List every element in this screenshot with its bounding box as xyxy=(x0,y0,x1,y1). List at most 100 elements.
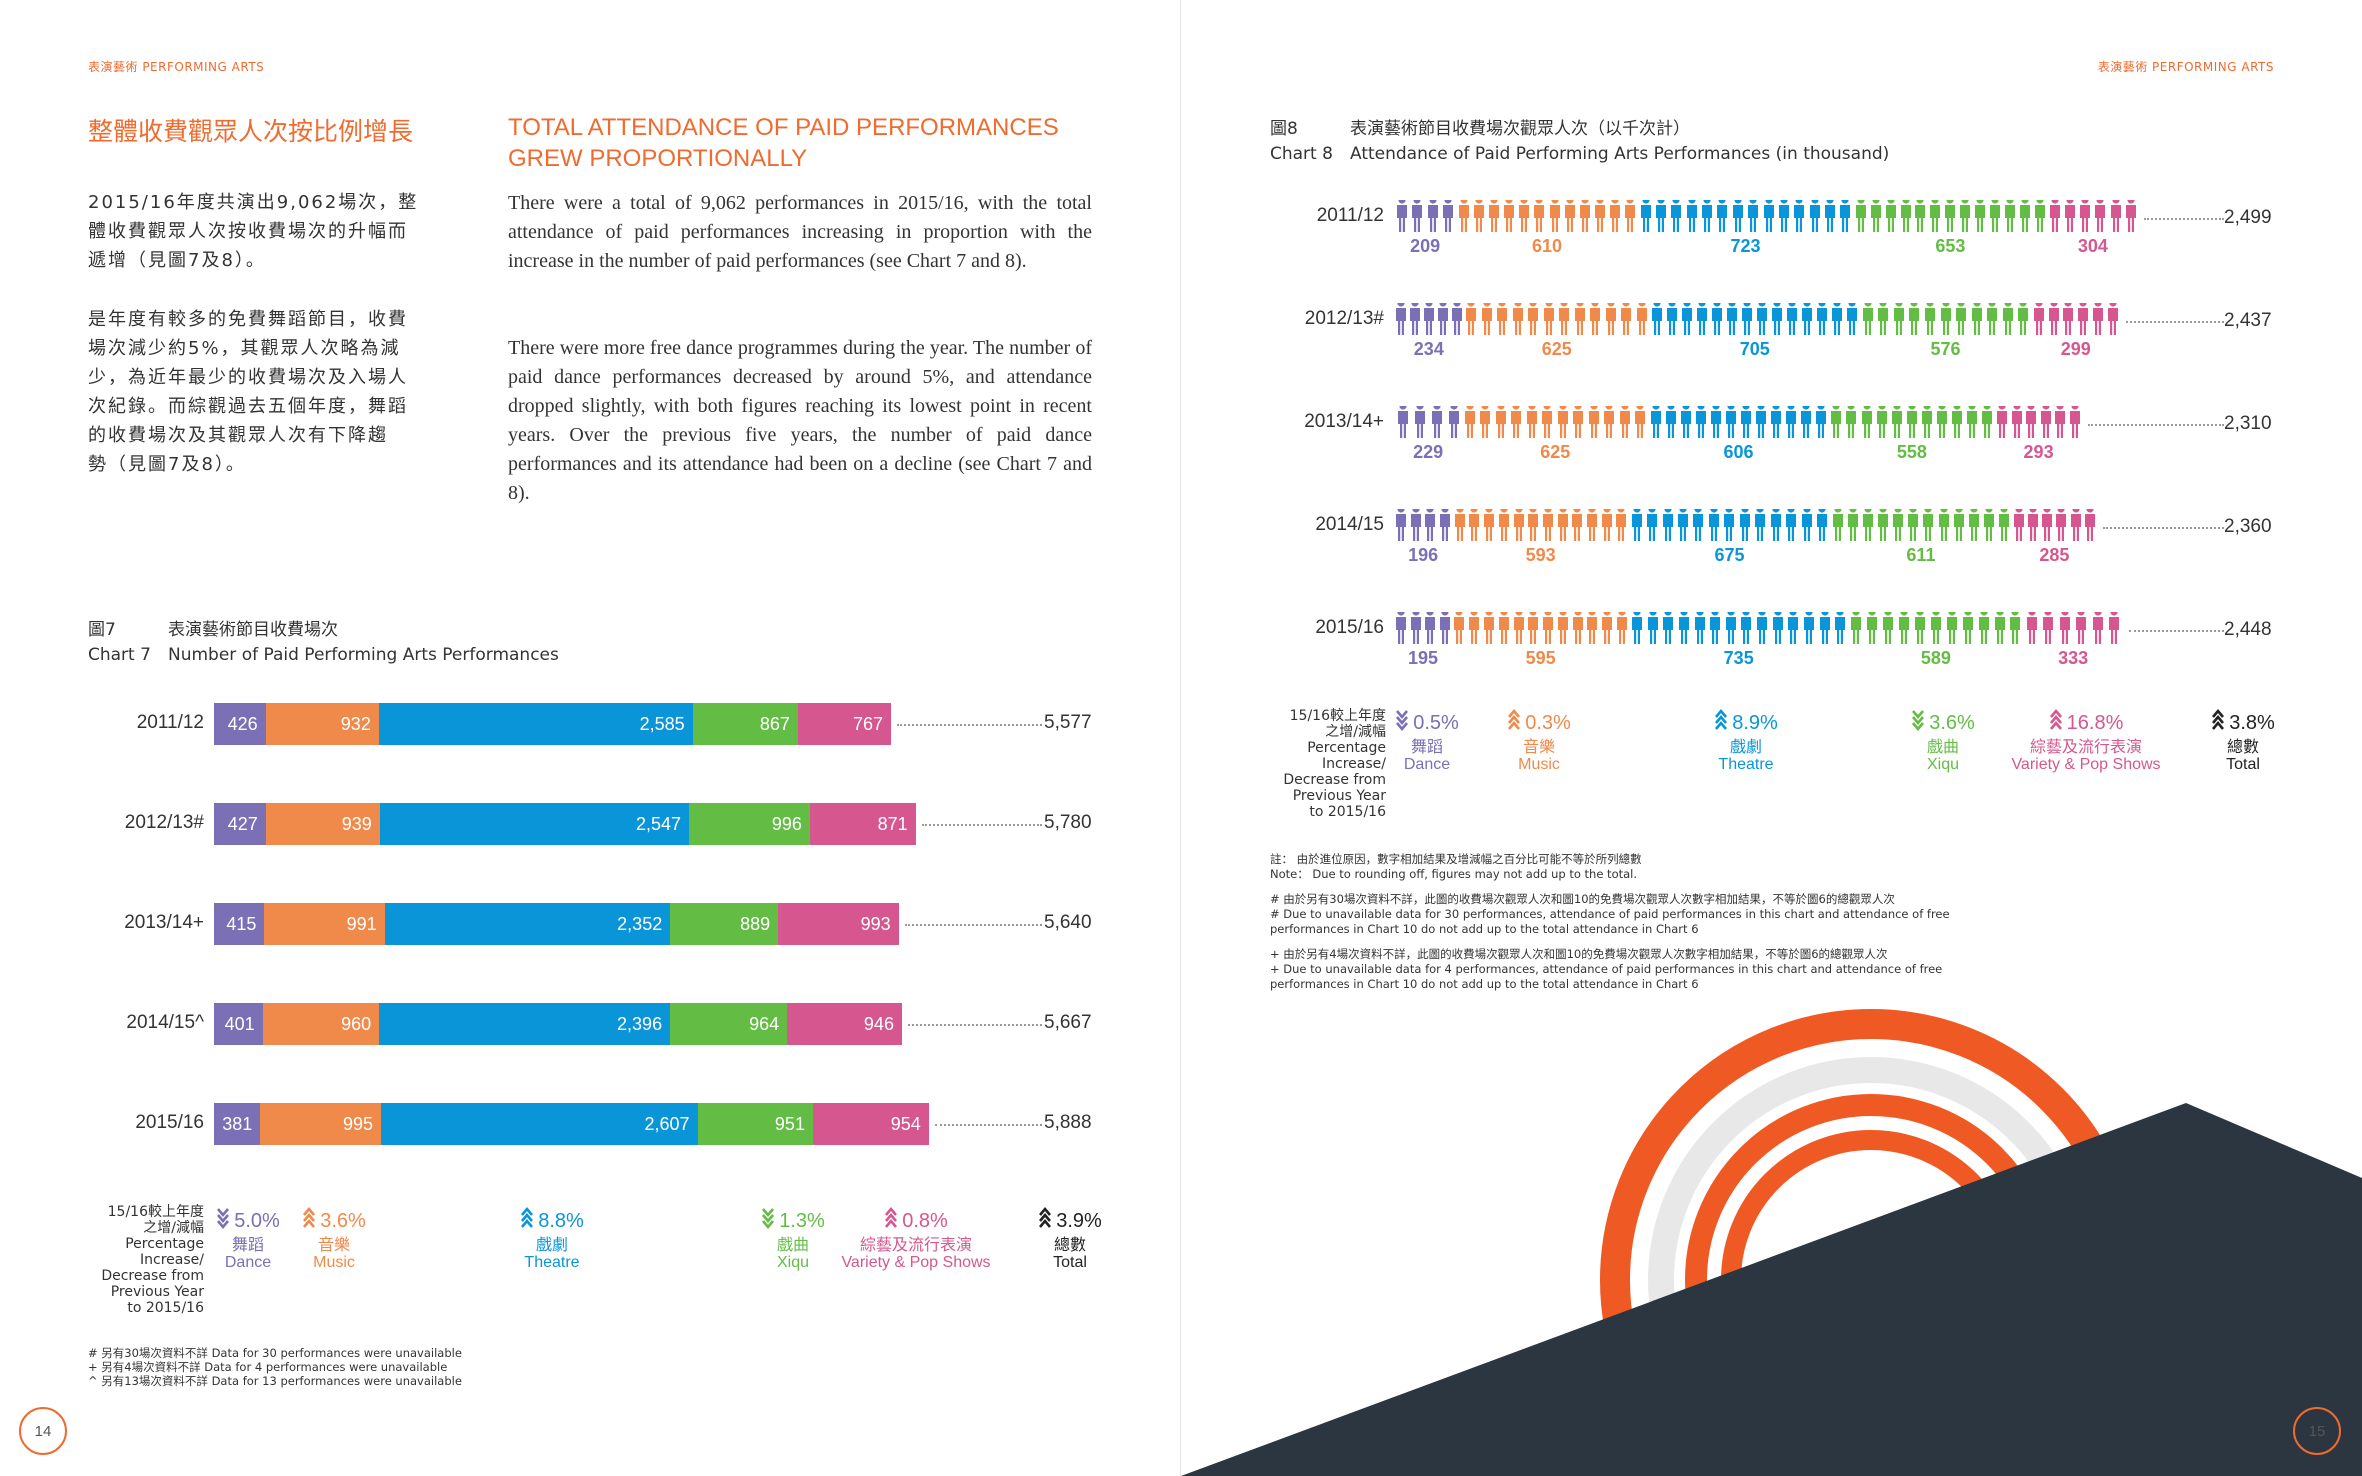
person-icon xyxy=(1438,509,1453,547)
down-arrow-icon xyxy=(1395,708,1409,738)
person-icon xyxy=(1423,509,1438,547)
person-icon xyxy=(2031,303,2046,341)
person-icon xyxy=(2073,612,2090,650)
person-icon xyxy=(2040,612,2057,650)
person-icon xyxy=(1634,303,1650,341)
person-icon xyxy=(1502,200,1517,238)
person-icon xyxy=(1693,406,1708,444)
chart8-en-title: Attendance of Paid Performing Arts Perfo… xyxy=(1350,144,1890,164)
person-icon xyxy=(1410,200,1426,238)
person-icon xyxy=(1555,509,1570,547)
person-icon xyxy=(1799,509,1814,547)
person-icon xyxy=(1607,200,1622,238)
person-icon xyxy=(1482,612,1497,650)
category-en-name: Variety & Pop Shows xyxy=(841,1254,991,1271)
person-icon xyxy=(1997,509,2012,547)
person-icon xyxy=(2068,406,2083,444)
change-percentage-variety: 16.8% xyxy=(1976,708,2196,738)
person-icon xyxy=(2106,612,2123,650)
bar-segment-xiqu: 951 xyxy=(697,1103,813,1145)
person-icon xyxy=(1493,406,1509,444)
down-arrow-icon xyxy=(216,1206,230,1236)
change-value: 3.6% xyxy=(320,1209,366,1232)
bar-segment-variety: 946 xyxy=(787,1003,902,1045)
chart7-caption: 圖7 表演藝術節目收費場次 Chart 7 Number of Paid Perfo… xyxy=(88,618,559,668)
person-icon xyxy=(1965,406,1980,444)
person-icon xyxy=(1889,406,1904,444)
person-icon xyxy=(1600,612,1615,650)
person-icon xyxy=(1602,406,1618,444)
person-icon xyxy=(1467,612,1482,650)
bar-total-value: 5,780 xyxy=(1044,812,1092,833)
zh-section-title: 整體收費觀眾人次按比例增長 xyxy=(88,117,414,146)
person-icon xyxy=(1511,509,1526,547)
person-icon xyxy=(1509,406,1525,444)
chart8-zh-title: 表演藝術節目收費場次觀眾人次（以千次計） xyxy=(1350,119,1690,139)
person-icon xyxy=(1441,200,1457,238)
change-percentage-theatre: 8.8% xyxy=(442,1206,662,1236)
person-icon xyxy=(1408,303,1422,341)
person-icon xyxy=(1710,303,1725,341)
person-icon xyxy=(1570,612,1585,650)
person-icon xyxy=(1761,200,1776,238)
person-icon xyxy=(1822,200,1837,238)
pictogram-value-music: 610 xyxy=(1532,236,1563,256)
person-icon xyxy=(1958,200,1973,238)
person-icon xyxy=(1650,303,1665,341)
person-icon xyxy=(1801,612,1817,650)
person-icon xyxy=(1864,612,1880,650)
category-zh-name: 總數 xyxy=(2226,737,2259,756)
person-icon xyxy=(1838,200,1853,238)
person-icon xyxy=(1479,303,1495,341)
note-plus-en: + Due to unavailable data for 4 performa… xyxy=(1270,962,1943,991)
change-percentage-xiqu: 1.3% xyxy=(683,1206,903,1236)
footnote-caret: ^ 另有13場次資料不詳 Data for 13 performances we… xyxy=(88,1374,462,1388)
person-icon xyxy=(1695,303,1710,341)
bar-year-label: 2013/14+ xyxy=(124,912,204,933)
person-icon xyxy=(1985,303,2001,341)
person-icon xyxy=(1799,406,1814,444)
bar-segment-theatre: 2,396 xyxy=(379,1003,671,1045)
category-zh-name: 戲劇 xyxy=(1729,737,1762,756)
category-en-name: Theatre xyxy=(1718,756,1774,773)
person-icon xyxy=(1423,612,1438,650)
person-icon xyxy=(1951,509,1966,547)
person-icon xyxy=(1585,509,1600,547)
pictogram-segment-dance xyxy=(1394,406,1462,444)
note-hash-en: # Due to unavailable data for 30 perform… xyxy=(1270,907,1950,936)
person-icon xyxy=(1524,406,1540,444)
chart8-percentage-label: 15/16較上年度 之增/減幅 Percentage Increase/ Dec… xyxy=(1283,708,1386,820)
person-icon xyxy=(1754,406,1769,444)
pictogram-value-xiqu: 589 xyxy=(1920,648,1951,668)
person-icon xyxy=(2123,200,2138,238)
person-icon xyxy=(1936,509,1951,547)
person-icon xyxy=(1739,612,1755,650)
change-legend-xiqu: 3.6% 戲曲 Xiqu xyxy=(1833,708,2053,774)
bar-segment-theatre: 2,352 xyxy=(384,903,671,945)
category-zh-name: 戲劇 xyxy=(535,1235,568,1254)
person-icon xyxy=(1699,200,1714,238)
pictogram-segment-theatre xyxy=(1629,509,1830,547)
bar-segment-dance: 426 xyxy=(214,703,266,745)
person-icon xyxy=(2083,509,2097,547)
pictogram-segment-music xyxy=(1452,612,1629,650)
pictogram-year-label: 2011/12 xyxy=(1316,205,1384,226)
category-en-name: Total xyxy=(2226,756,2260,773)
chart8-en-label: Chart 8 xyxy=(1270,144,1333,164)
person-icon xyxy=(1723,612,1739,650)
change-percentage-total: 3.9% xyxy=(960,1206,1180,1236)
pictogram-segment-variety xyxy=(2048,200,2139,238)
category-en-name: Dance xyxy=(224,1254,272,1271)
category-zh-name: 舞蹈 xyxy=(1410,737,1443,756)
person-icon xyxy=(1755,303,1770,341)
person-icon xyxy=(1725,303,1740,341)
bar-year-label: 2011/12 xyxy=(136,712,204,733)
pictogram-value-theatre: 705 xyxy=(1739,339,1770,359)
zh-paragraph-2: 是年度有較多的免費舞蹈節目，收費 場次減少約5%，其觀眾人次略為減 少，為近年最… xyxy=(88,309,408,475)
bar-leader-dots xyxy=(907,1024,1042,1026)
page-gutter xyxy=(1180,0,1181,1476)
person-icon xyxy=(1845,509,1860,547)
bar-segment-xiqu: 996 xyxy=(689,803,810,845)
person-icon xyxy=(1471,200,1486,238)
bar-leader-dots xyxy=(921,824,1042,826)
